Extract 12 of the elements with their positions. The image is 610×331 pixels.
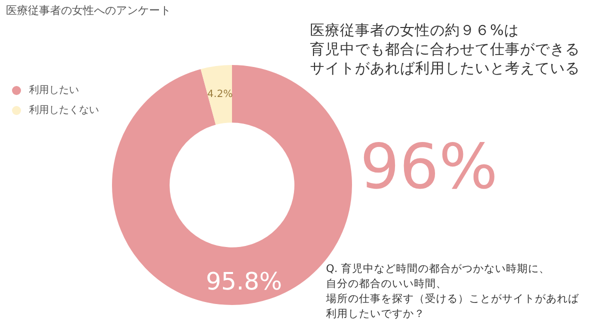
text: 利用したいですか？ [326,307,425,322]
text: 育児中でも都合に合わせて仕事ができる [310,41,580,60]
chart-title: 医療従事者の女性へのアンケート [6,3,171,18]
text: 医療従事者の女性の約９６%は [310,22,519,41]
text: 自分の都合のいい時間、 [326,277,447,292]
text: 場所の仕事を探す（受ける）ことがサイトがあれば [326,292,579,307]
text: Q. 育児中など時間の都合がつかない時期に、 [326,262,550,277]
legend-label: 利用したい [29,84,79,97]
legend-label: 利用したくない [29,104,99,117]
text: 96% [360,130,498,203]
text: サイトがあれば利用したいと考えている [310,60,580,79]
data-label: 95.8% [206,268,282,296]
